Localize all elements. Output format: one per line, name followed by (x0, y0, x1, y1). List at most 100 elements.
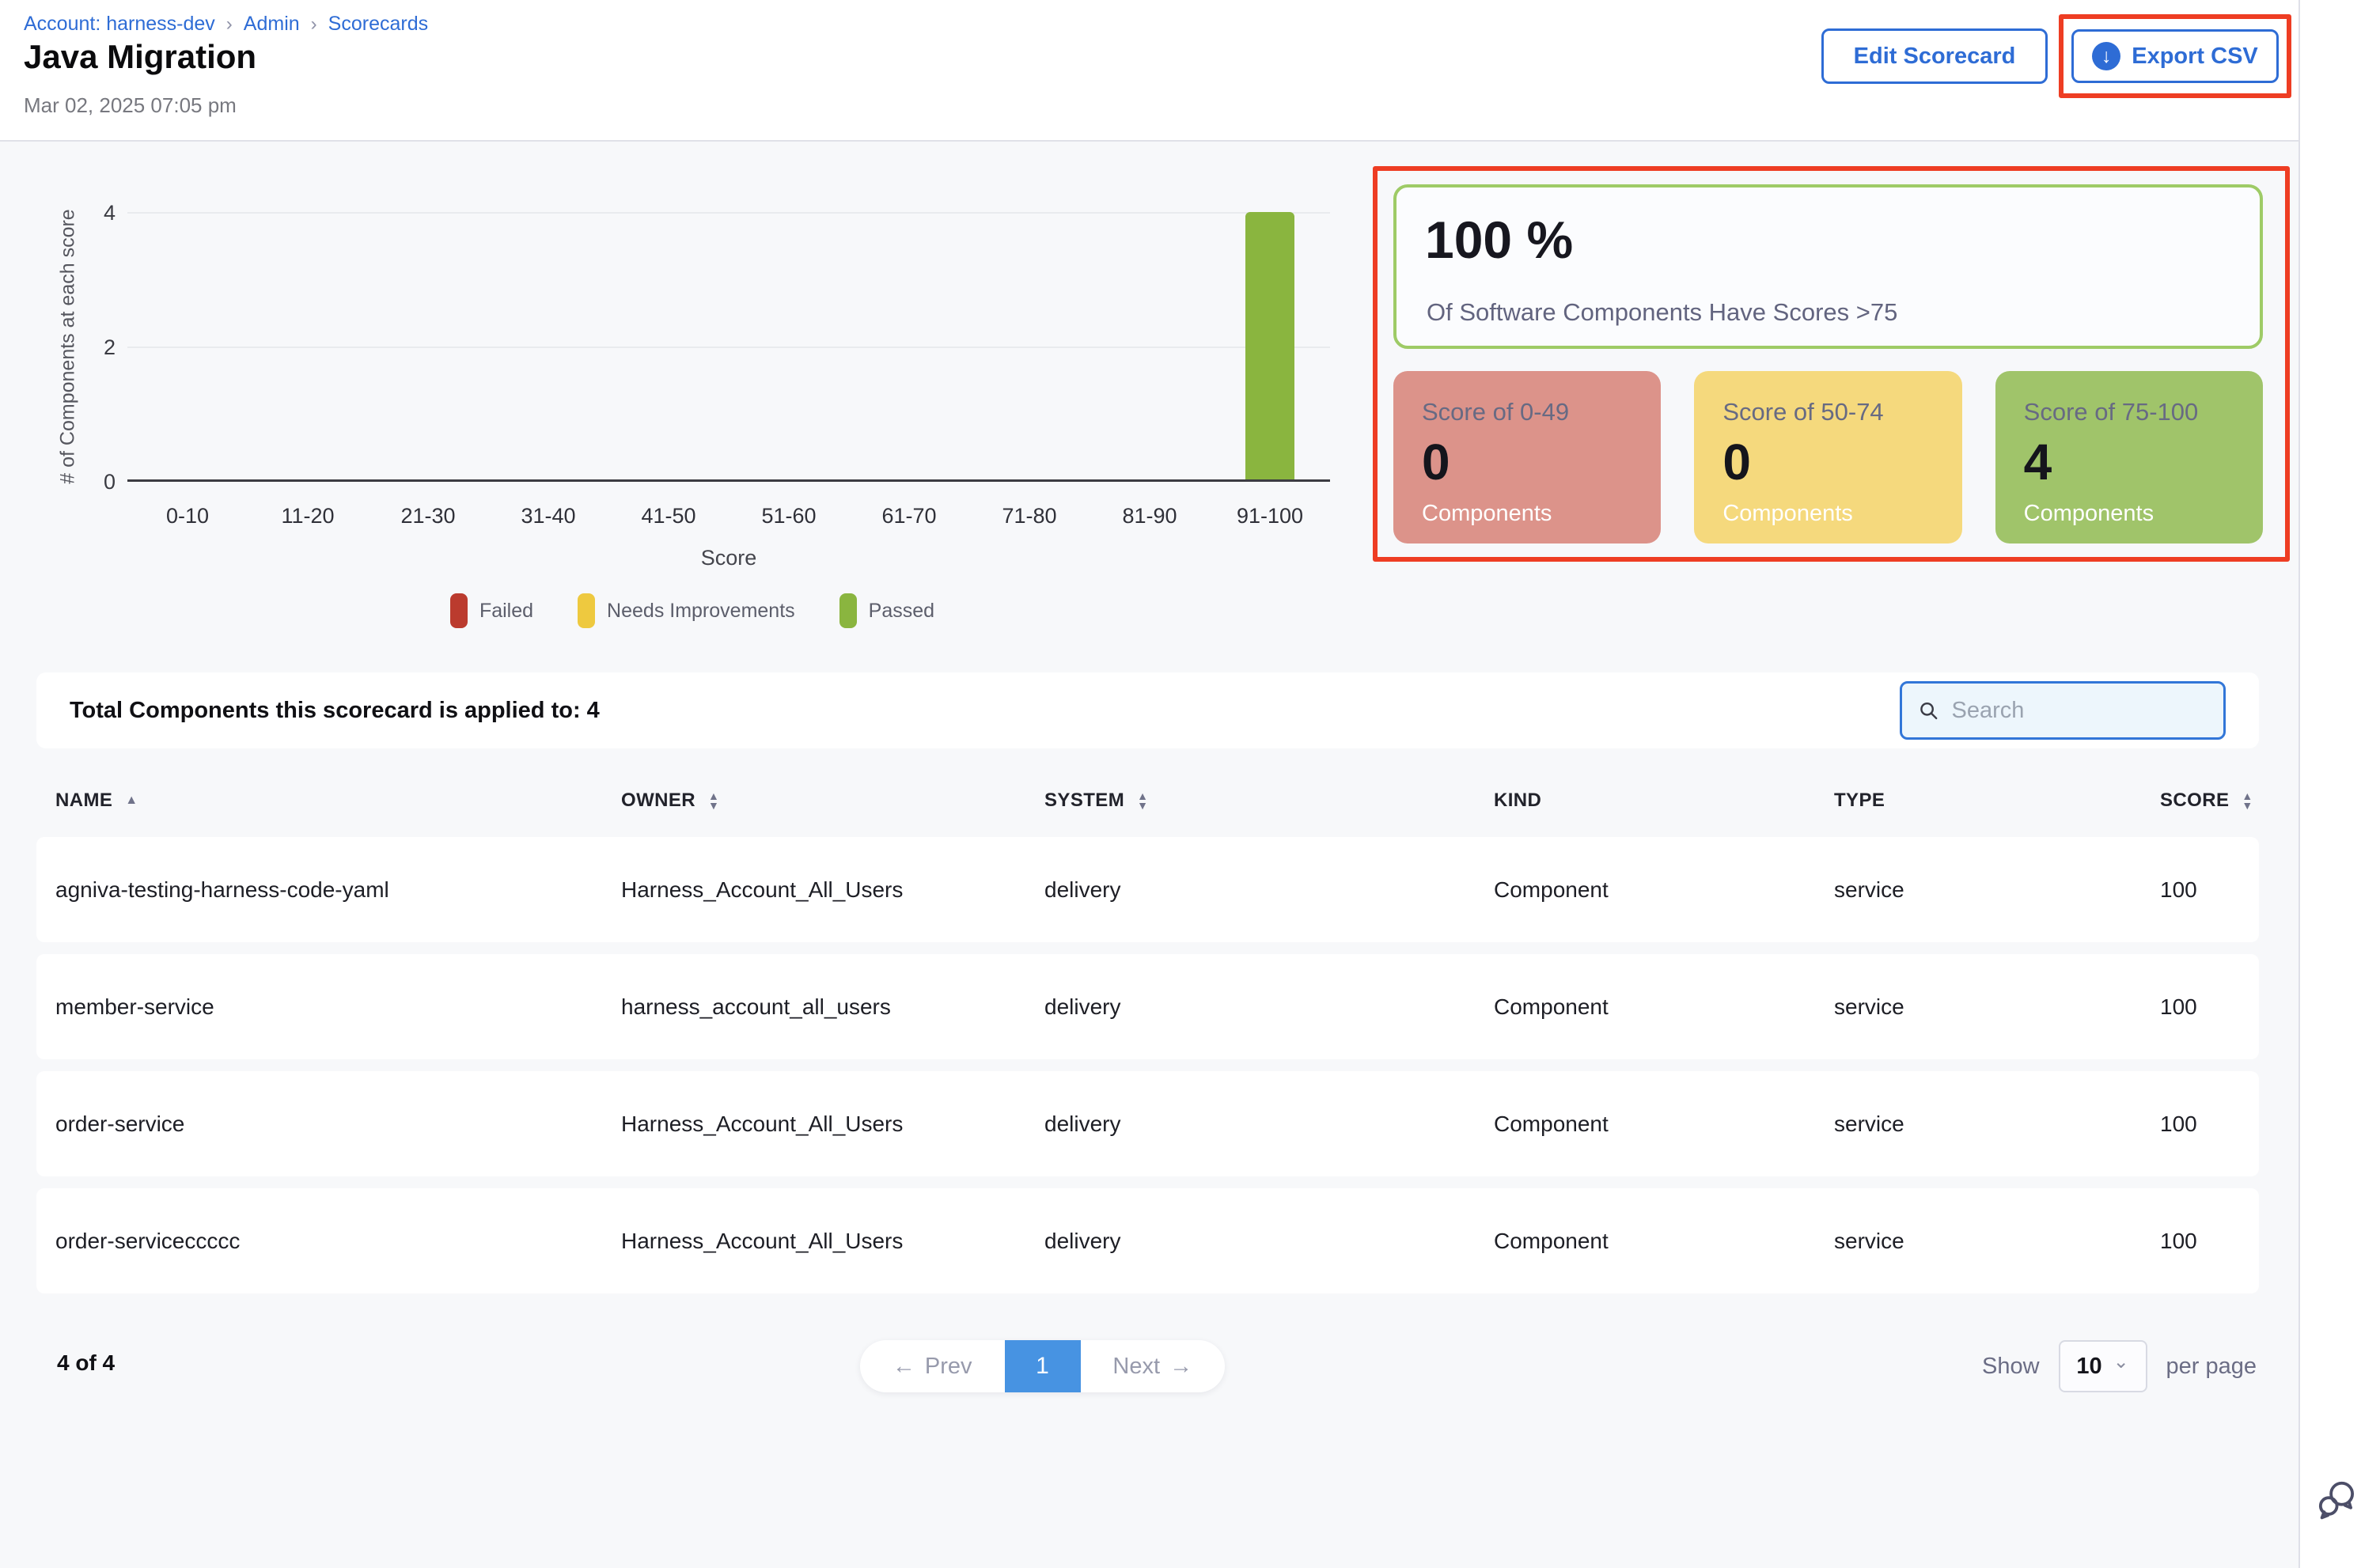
score-card: Score of 75-100 4 Components (1995, 371, 2263, 543)
score-card: Score of 50-74 0 Components (1694, 371, 1962, 543)
score-card-caption: Components (2023, 501, 2154, 526)
x-tick-label: 51-60 (761, 504, 817, 528)
column-header-system[interactable]: SYSTEM ▲ ▼ (1044, 790, 1494, 812)
x-tick-label: 41-50 (641, 504, 696, 528)
legend-label: Needs Improvements (607, 599, 795, 622)
chart-bar-slot (729, 212, 849, 479)
x-tick-label: 91-100 (1236, 504, 1304, 528)
chart-bar-slot (849, 212, 969, 479)
page-size-select[interactable]: 10 ⌄ (2058, 1340, 2147, 1392)
breadcrumb-admin-link[interactable]: Admin (243, 13, 300, 35)
cell-name: agniva-testing-harness-code-yaml (55, 877, 389, 902)
cell-system: delivery (1044, 877, 1121, 902)
column-header-label: KIND (1494, 790, 1542, 811)
chart-bar-slot (127, 212, 248, 479)
score-card: Score of 0-49 0 Components (1393, 371, 1662, 543)
breadcrumb-separator: › (310, 13, 317, 35)
legend-marker (578, 593, 596, 628)
cell-kind: Component (1494, 1228, 1609, 1253)
column-header-name[interactable]: NAME ▲ (55, 790, 621, 812)
column-header-kind: KIND (1494, 790, 1834, 812)
column-header-score[interactable]: SCORE ▲ ▼ (2160, 790, 2259, 812)
legend-item-passed[interactable]: Passed (839, 593, 934, 628)
x-tick-label: 31-40 (521, 504, 576, 528)
cell-type: service (1834, 877, 1904, 902)
column-header-owner[interactable]: OWNER ▲ ▼ (621, 790, 1044, 812)
x-tick-label: 0-10 (165, 504, 210, 528)
cell-system: delivery (1044, 1228, 1121, 1253)
page-number-button[interactable]: 1 (1004, 1340, 1081, 1392)
table-body: agniva-testing-harness-code-yaml Harness_… (36, 837, 2259, 1305)
search-icon (1920, 702, 1938, 720)
headline-percent: 100 % (1425, 210, 1574, 269)
chart-legend: Failed Needs Improvements Passed (0, 593, 1385, 628)
search-box (1900, 681, 2226, 740)
cell-type: service (1834, 1111, 1904, 1136)
scorecard-timestamp: Mar 02, 2025 07:05 pm (24, 93, 237, 117)
y-tick-label: 4 (103, 201, 116, 225)
x-tick-label: 61-70 (881, 504, 937, 528)
headline-card: 100 % Of Software Components Have Scores… (1393, 184, 2263, 349)
cell-score: 100 (2160, 1111, 2197, 1136)
gridline (127, 347, 1330, 348)
cell-system: delivery (1044, 1111, 1121, 1136)
x-tick-label: 21-30 (400, 504, 456, 528)
page-size-control: Show 10 ⌄ per page (1982, 1340, 2257, 1392)
x-tick-label: 71-80 (1002, 504, 1057, 528)
cell-score: 100 (2160, 877, 2197, 902)
legend-label: Passed (868, 599, 935, 622)
breadcrumb-account-link[interactable]: Account: harness-dev (24, 13, 215, 35)
cell-kind: Component (1494, 877, 1609, 902)
page-size-value: 10 (2076, 1353, 2102, 1379)
chart-bar-91-100[interactable] (1245, 212, 1294, 479)
prev-label: Prev (924, 1353, 972, 1379)
legend-item-failed[interactable]: Failed (449, 593, 533, 628)
score-card-label: Score of 50-74 (1722, 398, 1884, 426)
row-count-label: 4 of 4 (57, 1350, 116, 1375)
sort-icon: ▲ ▼ (708, 790, 720, 812)
chart-y-axis-title: # of Components at each score (56, 209, 79, 484)
score-card-value: 0 (1422, 434, 1450, 490)
chat-support-icon[interactable] (2316, 1478, 2359, 1521)
table-row[interactable]: order-service Harness_Account_All_Users de… (36, 1071, 2259, 1176)
score-card-label: Score of 0-49 (1422, 398, 1570, 426)
chart-bar-slot (969, 212, 1090, 479)
score-distribution-chart: # of Components at each score 4 2 0 0-10… (0, 168, 1385, 674)
legend-marker (839, 593, 857, 628)
column-header-type: TYPE (1834, 790, 2160, 812)
components-table-header: Total Components this scorecard is appli… (36, 672, 2259, 748)
cell-owner: harness_account_all_users (621, 994, 891, 1019)
column-header-label: NAME (55, 790, 113, 811)
breadcrumb-scorecards-link[interactable]: Scorecards (328, 13, 429, 35)
breadcrumb: Account: harness-dev › Admin › Scorecard… (24, 13, 428, 36)
cell-type: service (1834, 1228, 1904, 1253)
score-card-caption: Components (1722, 501, 1853, 526)
chart-x-axis-title: Score (700, 546, 757, 570)
search-input[interactable] (1951, 697, 2208, 724)
score-card-caption: Components (1422, 501, 1552, 526)
cell-score: 100 (2160, 994, 2197, 1019)
table-row[interactable]: member-service harness_account_all_users d… (36, 954, 2259, 1059)
chart-bar-slot (608, 212, 729, 479)
export-csv-button[interactable]: ↓ Export CSV (2071, 29, 2279, 83)
edit-scorecard-button[interactable]: Edit Scorecard (1821, 28, 2048, 84)
per-page-label: per page (2166, 1353, 2257, 1379)
gridline (127, 212, 1330, 214)
download-icon: ↓ (2092, 42, 2121, 70)
arrow-right-icon: → (1169, 1353, 1193, 1379)
table-row[interactable]: agniva-testing-harness-code-yaml Harness_… (36, 837, 2259, 942)
next-page-button[interactable]: Next → (1081, 1354, 1226, 1380)
score-cards: Score of 0-49 0 Components Score of 50-74 0 C… (1393, 371, 2263, 543)
content-area: # of Components at each score 4 2 0 0-10… (0, 140, 2298, 1568)
prev-page-button[interactable]: ← Prev (860, 1354, 1005, 1380)
score-card-label: Score of 75-100 (2023, 398, 2199, 426)
chart-bars (127, 212, 1330, 479)
breadcrumb-separator: › (225, 13, 233, 35)
table-row[interactable]: order-serviceccccc Harness_Account_All_Us… (36, 1188, 2259, 1293)
show-label: Show (1982, 1353, 2040, 1379)
cell-owner: Harness_Account_All_Users (621, 877, 904, 902)
cell-system: delivery (1044, 994, 1121, 1019)
legend-item-needs-improvements[interactable]: Needs Improvements (578, 593, 795, 628)
sort-icon: ▲ ▼ (2242, 790, 2253, 812)
chart-bar-slot (368, 212, 488, 479)
